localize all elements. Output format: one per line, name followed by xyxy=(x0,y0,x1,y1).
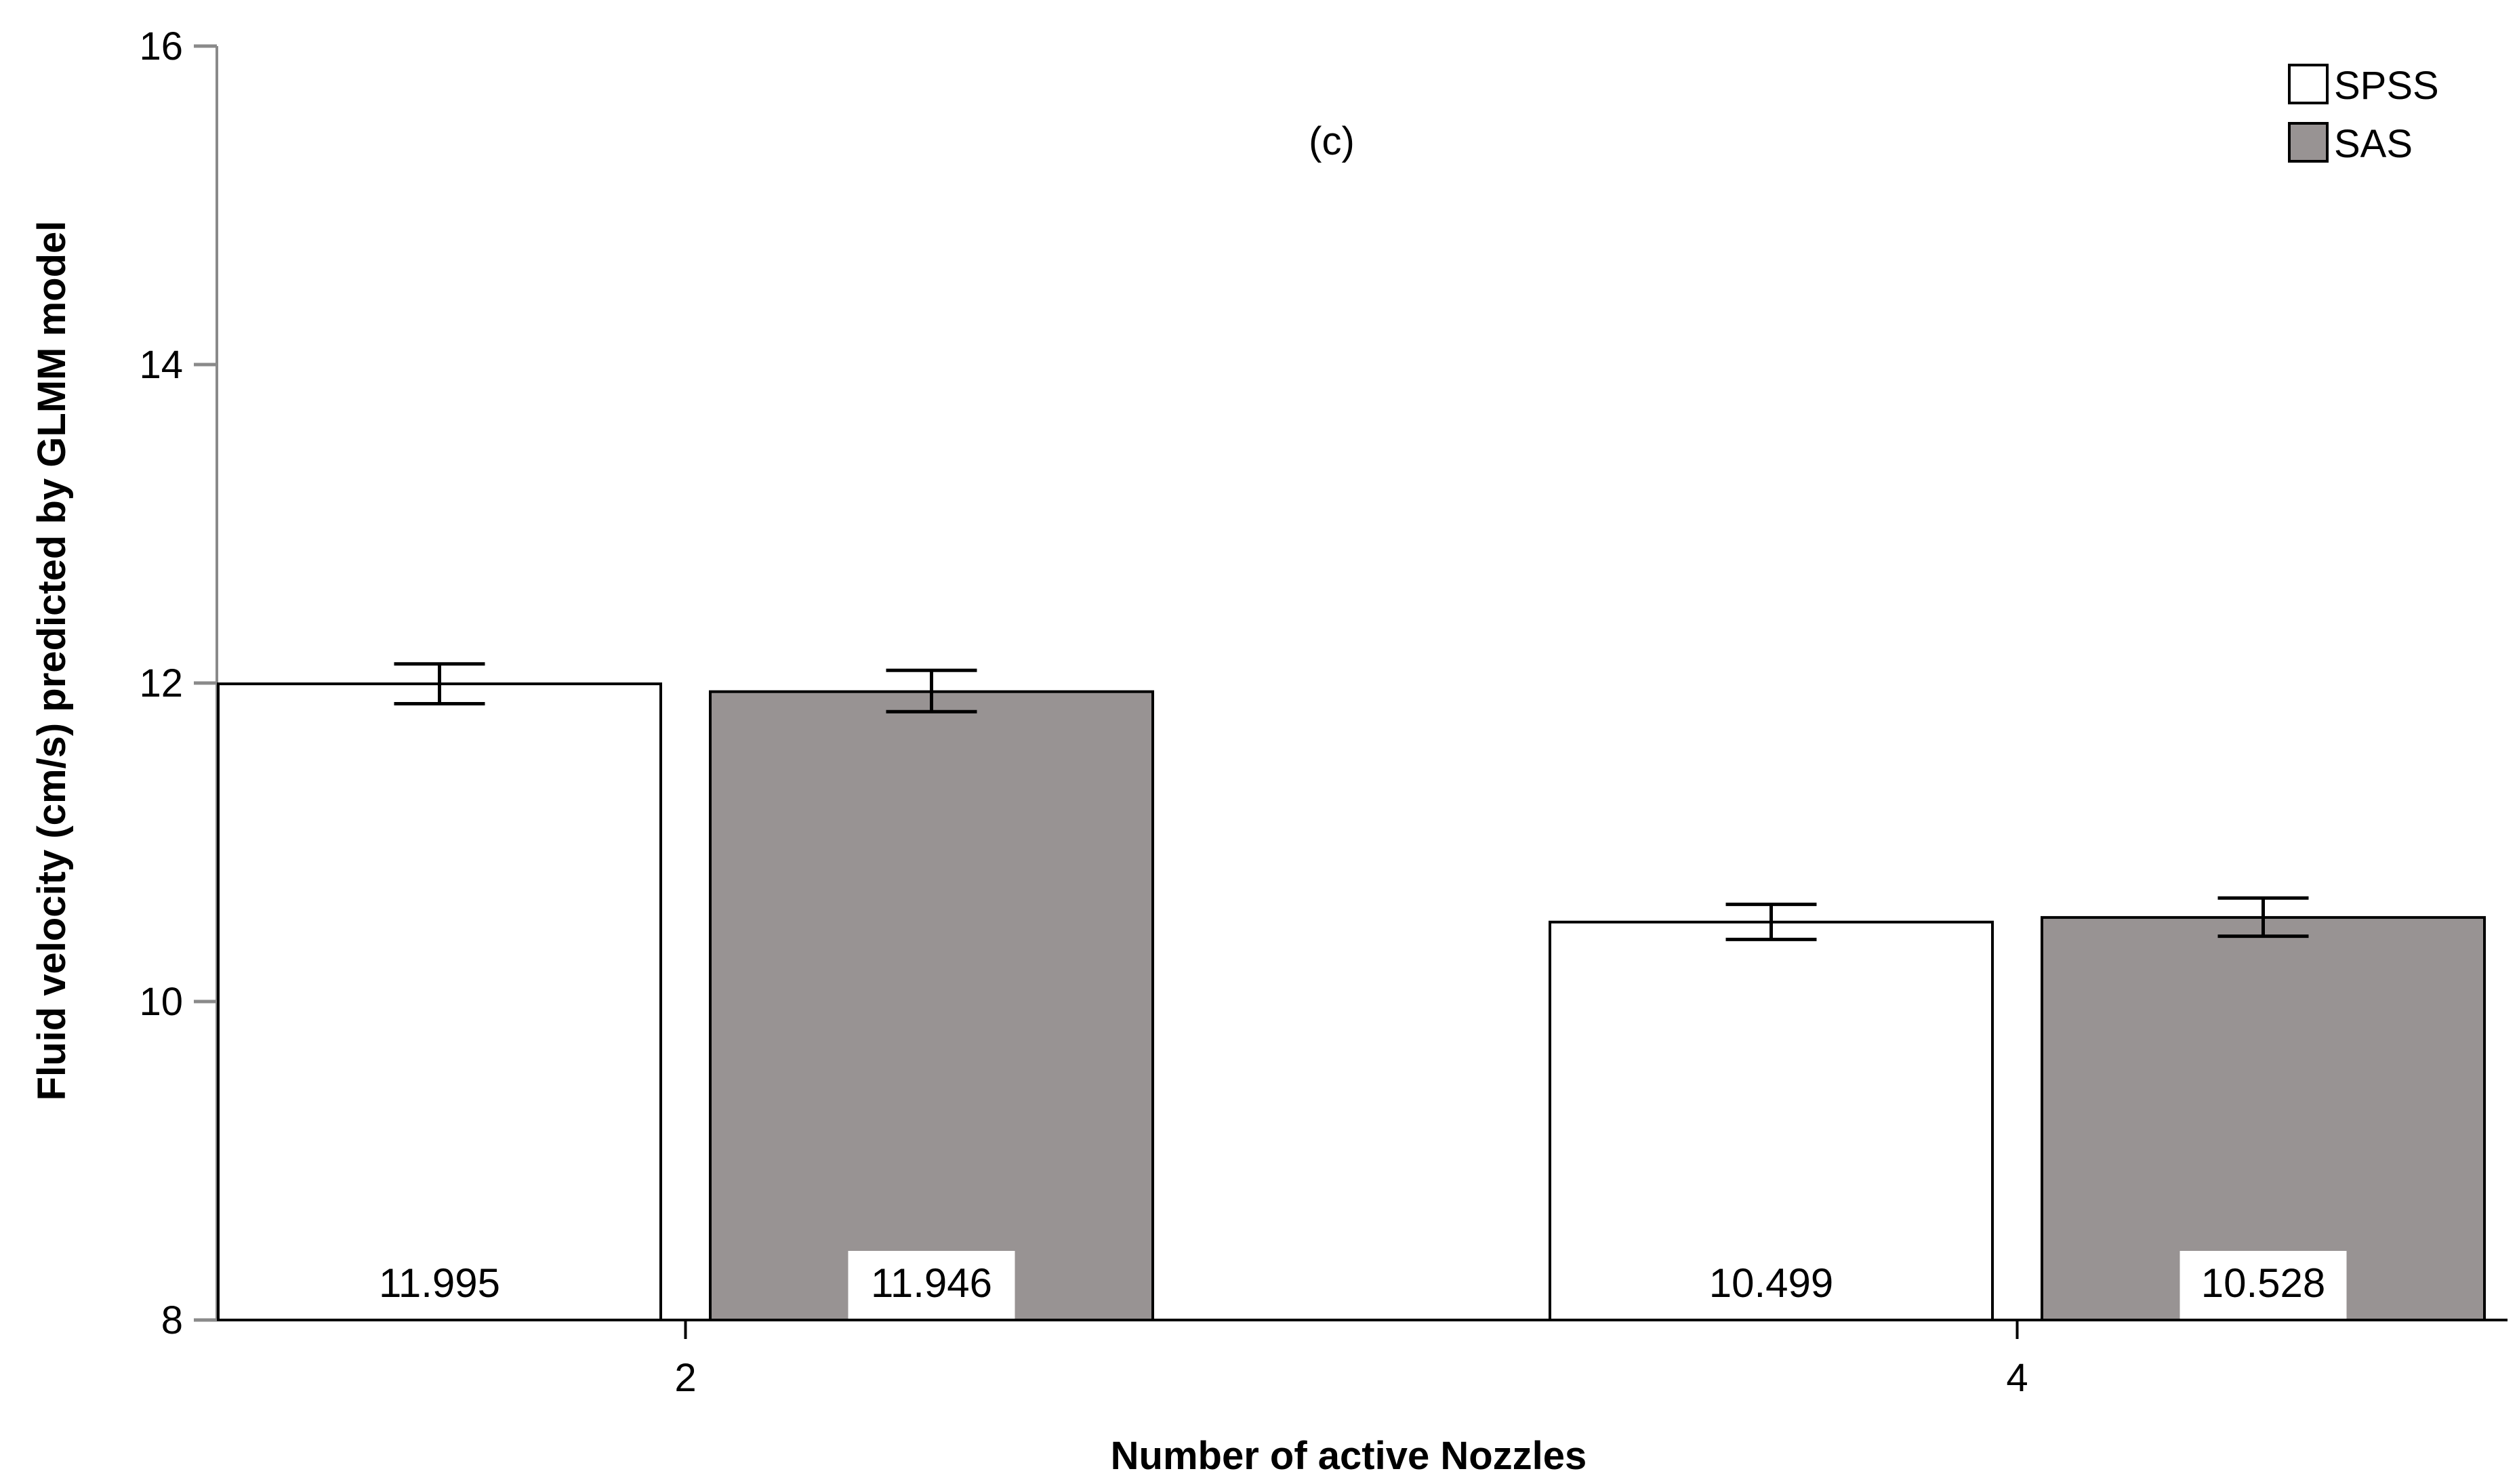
x-tick-label-4: 4 xyxy=(2006,1356,2028,1400)
data-label-sas-2: 11.946 xyxy=(871,1260,992,1306)
error-bars xyxy=(394,662,2309,941)
x-axis-title: Number of active Nozzles xyxy=(1111,1434,1587,1478)
chart-annotation: (c) xyxy=(1309,119,1355,163)
legend-label-spss: SPSS xyxy=(2334,64,2439,108)
y-tick-label-8: 8 xyxy=(161,1298,183,1342)
x-tick-label-2: 2 xyxy=(674,1356,696,1400)
legend-swatch-spss xyxy=(2288,64,2329,104)
data-label-box-spss-2 xyxy=(356,1251,523,1319)
legend-swatch-sas xyxy=(2288,122,2329,163)
data-label-box-sas-2 xyxy=(848,1251,1015,1319)
y-tick-label-10: 10 xyxy=(139,980,183,1024)
y-tick-label-14: 14 xyxy=(139,343,183,387)
data-labels: 11.995 11.946 10.499 10.528 xyxy=(356,1251,2347,1319)
y-tick-label-16: 16 xyxy=(139,24,183,68)
data-label-sas-4: 10.528 xyxy=(2201,1260,2326,1306)
y-axis-title: Fluid velocity (cm/s) predicted by GLMM … xyxy=(30,221,74,1101)
data-label-spss-2: 11.995 xyxy=(379,1260,500,1306)
legend: SPSS SAS xyxy=(2288,64,2439,166)
legend-label-sas: SAS xyxy=(2334,122,2413,166)
data-label-spss-4: 10.499 xyxy=(1709,1260,1834,1306)
bar-spss-2 xyxy=(217,682,662,1321)
data-label-box-spss-4 xyxy=(1687,1251,1855,1319)
bar-sas-2 xyxy=(709,690,1154,1321)
data-label-box-sas-4 xyxy=(2180,1251,2347,1319)
bars xyxy=(217,682,2486,1322)
y-tick-label-12: 12 xyxy=(139,661,183,705)
